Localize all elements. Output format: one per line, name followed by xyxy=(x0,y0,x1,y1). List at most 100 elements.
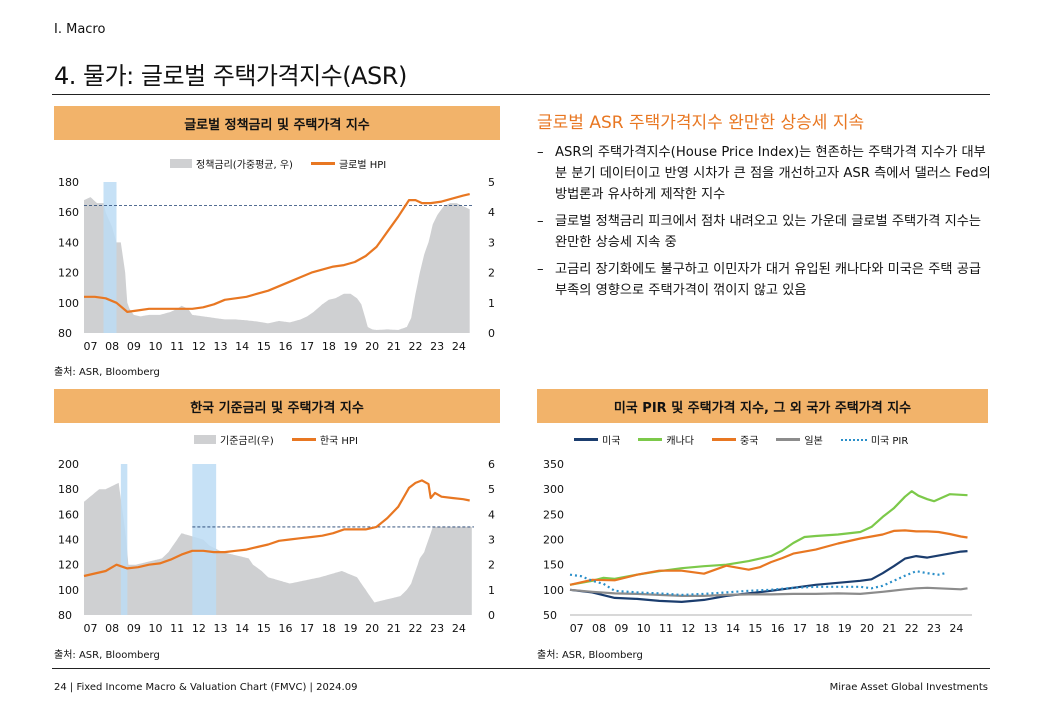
legend-swatch-hpi xyxy=(291,438,316,441)
countries-x-tick: 07 xyxy=(570,622,584,635)
footer-divider xyxy=(52,668,990,669)
section-label: I. Macro xyxy=(54,22,106,37)
korea-y-right-tick: 1 xyxy=(488,584,495,597)
legend-label-pir: 미국 PIR xyxy=(870,436,909,447)
korea-shade-range-1 xyxy=(192,464,217,615)
global-x-tick: 09 xyxy=(127,340,141,353)
countries-x-tick: 11 xyxy=(659,622,673,635)
countries-series-line-1 xyxy=(569,490,968,586)
korea-y-left-tick: 120 xyxy=(58,559,79,572)
global-y-left-tick: 120 xyxy=(58,267,79,280)
chart-header-global: 글로벌 정책금리 및 주택가격 지수 xyxy=(54,106,500,140)
legend-swatch-canada xyxy=(638,438,663,441)
global-shade-range-0 xyxy=(103,182,117,333)
summary-title: 글로벌 ASR 주택가격지수 완만한 상승세 지속 xyxy=(537,113,865,133)
global-y-left-tick: 80 xyxy=(58,327,72,340)
source-korea: 출처: ASR, Bloomberg xyxy=(54,650,160,661)
korea-y-right-tick: 5 xyxy=(488,483,495,496)
global-y-right-tick: 3 xyxy=(488,236,495,249)
countries-x-tick: 13 xyxy=(704,622,718,635)
countries-y-tick: 100 xyxy=(543,584,564,597)
countries-series-line-4 xyxy=(569,570,946,596)
legend-label-us: 미국 xyxy=(602,436,621,447)
countries-x-tick: 14 xyxy=(726,622,740,635)
countries-y-tick: 50 xyxy=(543,609,557,622)
global-x-tick: 08 xyxy=(105,340,119,353)
legend-swatch-pir xyxy=(840,438,867,441)
global-x-tick: 15 xyxy=(257,340,271,353)
countries-y-tick: 250 xyxy=(543,508,564,521)
global-y-right-tick: 1 xyxy=(488,297,495,310)
korea-x-tick: 24 xyxy=(452,622,466,635)
global-y-left-tick: 100 xyxy=(58,297,79,310)
chart-header-countries: 미국 PIR 및 주택가격 지수, 그 외 국가 주택가격 지수 xyxy=(537,389,988,423)
global-x-tick: 18 xyxy=(322,340,336,353)
countries-series-line-2 xyxy=(569,529,968,586)
korea-x-tick: 13 xyxy=(214,622,228,635)
summary-bullet-text: 글로벌 정책금리 피크에서 점차 내려오고 있는 가운데 글로벌 주택가격 지수… xyxy=(555,214,981,250)
countries-x-tick: 21 xyxy=(882,622,896,635)
countries-x-tick: 16 xyxy=(771,622,785,635)
legend-item-rate: 정책금리(가중평균, 우) xyxy=(170,156,293,171)
legend-item-china: 중국 xyxy=(712,432,758,447)
countries-x-tick: 24 xyxy=(949,622,963,635)
korea-x-tick: 23 xyxy=(430,622,444,635)
legend-swatch-rate xyxy=(194,435,216,444)
legend-label-hpi: 한국 HPI xyxy=(319,436,358,447)
legend-label-rate: 기준금리(우) xyxy=(220,436,274,447)
legend-label-china: 중국 xyxy=(740,436,759,447)
summary-bullet: – 고금리 장기화에도 불구하고 이민자가 대거 유입된 캐나다와 미국은 주택 … xyxy=(537,259,997,301)
korea-x-tick: 08 xyxy=(105,622,119,635)
global-x-tick: 11 xyxy=(170,340,184,353)
legend-global: 정책금리(가중평균, 우) 글로벌 HPI xyxy=(170,156,404,171)
chart-header-korea: 한국 기준금리 및 주택가격 지수 xyxy=(54,389,500,423)
countries-y-tick: 150 xyxy=(543,559,564,572)
legend-swatch-rate xyxy=(170,159,192,168)
footer-left: 24 | Fixed Income Macro & Valuation Char… xyxy=(54,682,358,693)
korea-y-left-tick: 160 xyxy=(58,508,79,521)
global-x-tick: 24 xyxy=(452,340,466,353)
legend-label-rate: 정책금리(가중평균, 우) xyxy=(196,160,293,171)
korea-y-right-tick: 2 xyxy=(488,559,495,572)
countries-series-line-3 xyxy=(569,586,968,597)
korea-x-tick: 19 xyxy=(344,622,358,635)
legend-countries: 미국 캐나다 중국 일본 미국 PIR xyxy=(574,432,926,447)
legend-item-hpi: 글로벌 HPI xyxy=(310,156,386,171)
legend-label-japan: 일본 xyxy=(804,436,823,447)
countries-x-tick: 15 xyxy=(748,622,762,635)
countries-y-tick: 200 xyxy=(543,534,564,547)
legend-item-us: 미국 xyxy=(574,432,620,447)
global-x-tick: 14 xyxy=(235,340,249,353)
korea-x-tick: 14 xyxy=(235,622,249,635)
page-title: 4. 물가: 글로벌 주택가격지수(ASR) xyxy=(54,62,407,90)
korea-y-left-tick: 200 xyxy=(58,458,79,471)
korea-x-tick: 09 xyxy=(127,622,141,635)
global-x-tick: 23 xyxy=(430,340,444,353)
countries-x-tick: 12 xyxy=(681,622,695,635)
korea-x-tick: 15 xyxy=(257,622,271,635)
global-y-left-tick: 180 xyxy=(58,176,79,189)
korea-y-right-tick: 4 xyxy=(488,508,495,521)
korea-x-tick: 21 xyxy=(387,622,401,635)
global-x-tick: 12 xyxy=(192,340,206,353)
summary-bullets: – ASR의 주택가격지수(House Price Index)는 현존하는 주택… xyxy=(537,142,997,307)
countries-x-tick: 09 xyxy=(614,622,628,635)
global-y-right-tick: 5 xyxy=(488,176,495,189)
korea-y-right-tick: 3 xyxy=(488,534,495,547)
global-x-tick: 19 xyxy=(344,340,358,353)
korea-y-left-tick: 80 xyxy=(58,609,72,622)
legend-item-pir: 미국 PIR xyxy=(840,432,909,447)
global-x-tick: 22 xyxy=(409,340,423,353)
korea-x-tick: 11 xyxy=(170,622,184,635)
summary-bullet: – 글로벌 정책금리 피크에서 점차 내려오고 있는 가운데 글로벌 주택가격 지… xyxy=(537,211,997,253)
legend-korea: 기준금리(우) 한국 HPI xyxy=(194,432,376,447)
countries-x-tick: 17 xyxy=(793,622,807,635)
source-global: 출처: ASR, Bloomberg xyxy=(54,367,160,378)
summary-bullet-text: ASR의 주택가격지수(House Price Index)는 현존하는 주택가… xyxy=(555,145,991,202)
legend-label-canada: 캐나다 xyxy=(666,436,695,447)
korea-x-tick: 20 xyxy=(365,622,379,635)
global-x-tick: 10 xyxy=(149,340,163,353)
global-y-right-tick: 4 xyxy=(488,206,495,219)
global-x-tick: 17 xyxy=(300,340,314,353)
legend-item-rate: 기준금리(우) xyxy=(194,432,274,447)
